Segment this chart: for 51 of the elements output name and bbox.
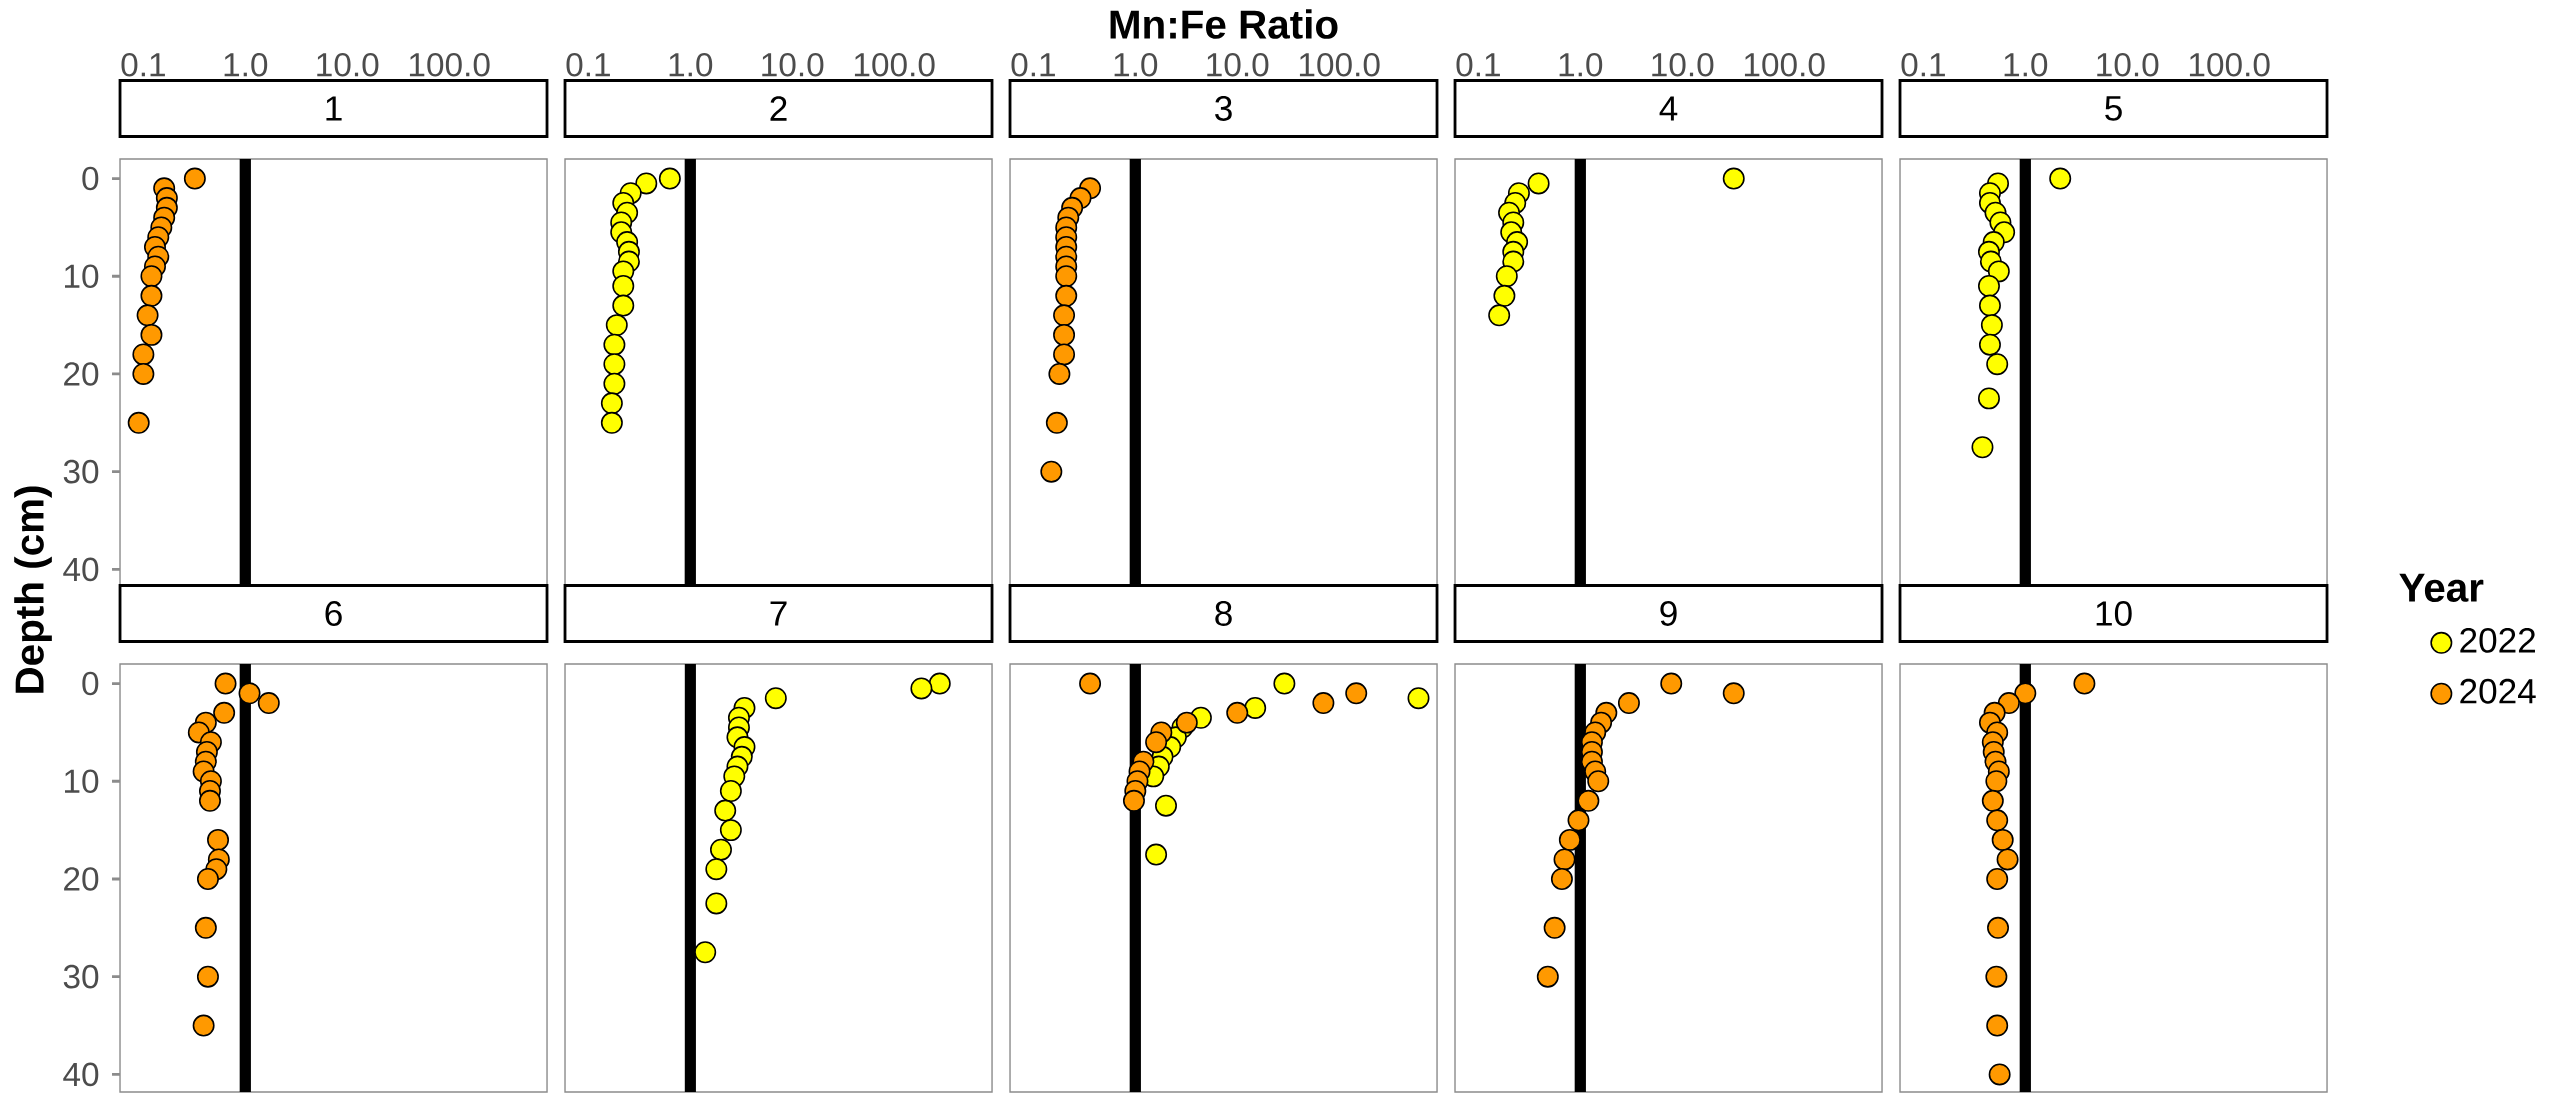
y-tick-label: 0 [82,166,99,191]
chart-title: 10 [2096,601,2132,626]
y-tick-label: 20 [64,362,99,386]
x-tick-label: 100.0 [2189,52,2270,77]
chart-title: 7 [770,601,787,626]
x-axis-title: Mn:Fe Ratio [1110,9,1338,39]
y-tick-label: 10 [65,769,99,794]
y-tick-label: 10 [65,264,99,289]
y-axis-title: Depth (cm) [14,486,52,693]
point [196,965,219,988]
point [192,1014,215,1037]
legend-title: Year [2399,573,2484,602]
x-tick-label: 10.0 [317,52,379,77]
point [238,682,261,705]
x-tick-label: 1.0 [1559,52,1603,77]
x-tick-label: 0.1 [566,52,610,77]
chart-title: 3 [1215,96,1232,121]
y-tick-label: 30 [63,964,99,989]
x-tick-label: 100.0 [1299,52,1380,77]
chart-title: 9 [1660,601,1677,626]
x-tick-label: 10.0 [762,52,824,77]
x-tick-label: 1.0 [1114,52,1158,77]
y-tick-label: 0 [82,671,99,696]
x-tick-label: 100.0 [854,52,935,77]
chart-title: 4 [1659,96,1678,121]
legend-label: 2022 [2460,627,2535,653]
chart-title: 5 [2105,96,2122,121]
x-tick-label: 0.1 [1456,52,1500,77]
x-tick-label: 0.1 [1901,52,1945,77]
point [194,916,217,939]
x-tick-label: 10.0 [1652,52,1714,77]
point [198,789,221,812]
x-tick-label: 1.0 [669,52,713,77]
x-tick-label: 10.0 [2097,52,2159,77]
chart-title: 8 [1215,601,1232,626]
legend-label: 2024 [2460,678,2536,704]
y-tick-label: 30 [63,459,99,484]
chart-title: 1 [326,96,342,121]
x-tick-label: 10.0 [1207,52,1269,77]
y-tick-label: 40 [63,1062,99,1087]
chart-title: 2 [770,96,787,121]
x-tick-label: 100.0 [409,52,490,77]
x-tick-label: 1.0 [2004,52,2048,77]
x-tick-label: 100.0 [1744,52,1825,77]
y-tick-label: 40 [63,557,99,582]
y-tick-label: 20 [64,867,99,891]
x-tick-label: 0.1 [121,52,165,77]
x-tick-label: 1.0 [224,52,268,77]
point [196,867,219,890]
x-tick-label: 0.1 [1011,52,1055,77]
chart-title: 6 [325,601,342,626]
